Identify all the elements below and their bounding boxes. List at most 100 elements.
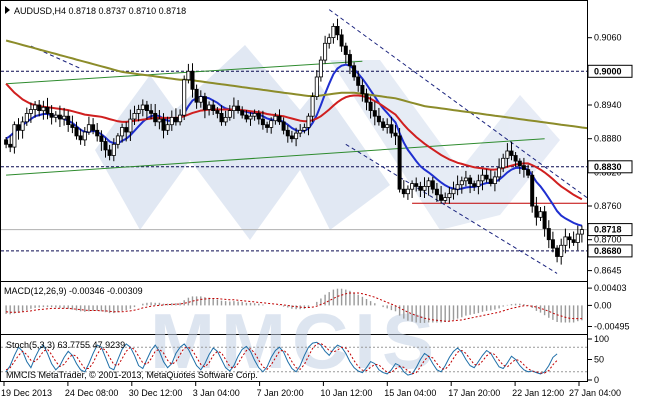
triangle-icon <box>5 6 10 14</box>
price-tick-label: 0.8760 <box>594 201 622 211</box>
candle-body-bear <box>567 236 572 241</box>
candle-body-bull <box>198 96 203 103</box>
candle-body-bull <box>405 188 410 195</box>
candle-body-bear <box>277 115 282 123</box>
price-tick-label: 0.8645 <box>594 266 622 276</box>
candle-body-bull <box>575 233 580 243</box>
price-tick-label: 0.8880 <box>594 134 622 144</box>
candle-body-bull <box>579 229 584 235</box>
ma-line-ma_olive <box>5 39 587 130</box>
candle-body-bear <box>555 247 560 257</box>
green-channel-upper <box>6 60 363 85</box>
candle-body-bear <box>430 180 435 190</box>
candle-body-bull <box>136 109 141 114</box>
time-axis: 19 Dec 2013 24 Dec 08:00 30 Dec 12:00 3 Jan… <box>1 382 621 398</box>
falling-channel-lower <box>345 143 558 274</box>
candle-body-bear <box>211 104 216 111</box>
stoch-line-stoch_main <box>5 341 558 376</box>
candle-body-bull <box>227 110 232 118</box>
candle-body-bull <box>169 117 174 126</box>
candle-body-bear <box>360 85 365 95</box>
candle-body-bear <box>401 188 406 195</box>
candle-body-bull <box>298 129 303 134</box>
candle-body-bull <box>497 167 502 178</box>
candle-body-bear <box>484 174 489 180</box>
ma-line-ma_blue <box>5 63 583 227</box>
candle-body-bull <box>231 105 236 111</box>
candle-body-bull <box>480 174 485 182</box>
candle-body-bull <box>422 185 427 191</box>
candle-body-bear <box>347 54 352 67</box>
candle-body-bear <box>74 127 79 137</box>
price-label-text: 0.8830 <box>594 162 622 172</box>
time-tick-label: 24 Dec 08:00 <box>65 388 119 398</box>
candle-body-bull <box>252 113 257 117</box>
candle-body-bear <box>509 150 514 156</box>
candle-body-bull <box>302 127 307 131</box>
candle-body-bull <box>538 211 543 218</box>
candle-body-bull <box>492 176 497 184</box>
candle-body-bull <box>501 157 506 169</box>
macd-axis: 0.00403 0.00 -0.00495 <box>588 283 630 332</box>
candle-body-bear <box>99 135 104 142</box>
time-tick-label: 30 Dec 12:00 <box>129 388 183 398</box>
candle-body-bear <box>542 211 547 229</box>
price-label-text: 0.8680 <box>594 246 622 256</box>
header-symbol: AUDUSD,H4 0.8718 0.8737 0.8710 0.8718 <box>5 6 186 16</box>
candle-body-bear <box>389 124 394 134</box>
candle-body-bull <box>447 193 452 198</box>
candle-body-bull <box>314 76 319 98</box>
candle-body-bear <box>173 117 178 123</box>
stoch-tick-label: 50 <box>594 355 604 365</box>
stoch-panel <box>1 341 587 376</box>
candle-body-bear <box>439 194 444 201</box>
price-label-box <box>587 244 633 258</box>
candle-body-bear <box>372 110 377 117</box>
candle-body-bull <box>318 59 323 78</box>
candle-body-bull <box>451 188 456 195</box>
time-tick-label: 19 Dec 2013 <box>1 388 52 398</box>
macd-title: MACD(12,26,9) -0.00346 -0.00309 <box>4 286 143 296</box>
candle-body-bear <box>281 121 286 131</box>
candle-body-bear <box>546 228 551 241</box>
candle-body-bull <box>327 37 332 44</box>
time-tick-label: 15 Jan 04:00 <box>384 388 436 398</box>
candle-body-bull <box>385 124 390 128</box>
candle-body-bear <box>397 135 402 190</box>
candle-body-bull <box>28 109 33 114</box>
candle-body-bear <box>219 113 224 123</box>
candle-body-bear <box>571 239 576 243</box>
candle-body-bull <box>24 113 29 123</box>
candle-body-bull <box>132 113 137 120</box>
candle-body-bull <box>248 115 253 120</box>
candle-body-bull <box>269 120 274 128</box>
candle-body-bear <box>488 178 493 185</box>
candle-body-bear <box>202 96 207 110</box>
price-label-text: 0.8718 <box>594 225 622 235</box>
stoch-axis: 100 50 0 <box>588 334 609 385</box>
price-tick-label: 0.9060 <box>594 33 622 43</box>
macd-tick-label: 0.00 <box>594 300 612 310</box>
candle-body-bear <box>364 93 369 103</box>
candle-body-bear <box>256 113 261 120</box>
price-labels: 0.9000 0.8830 0.8718 0.8680 <box>587 64 633 258</box>
candle-body-bear <box>236 105 241 111</box>
candle-body-bear <box>414 183 419 187</box>
candle-body-bull <box>120 127 125 137</box>
price-label-box <box>587 160 633 174</box>
candle-body-bull <box>505 150 510 159</box>
candle-body-bull <box>410 183 415 190</box>
candle-body-bear <box>78 135 83 141</box>
candle-body-bull <box>33 104 38 110</box>
candle-body-bull <box>207 104 212 110</box>
candle-body-bear <box>468 177 473 184</box>
candle-body-bull <box>128 118 133 133</box>
candle-body-bear <box>335 25 340 36</box>
candles <box>4 18 584 265</box>
candle-body-bear <box>265 124 270 128</box>
candle-body-bear <box>153 113 158 123</box>
candle-body-bear <box>91 124 96 131</box>
stoch-tick-label: 100 <box>594 334 609 344</box>
candle-body-bear <box>381 121 386 128</box>
candle-body-bear <box>57 114 62 120</box>
